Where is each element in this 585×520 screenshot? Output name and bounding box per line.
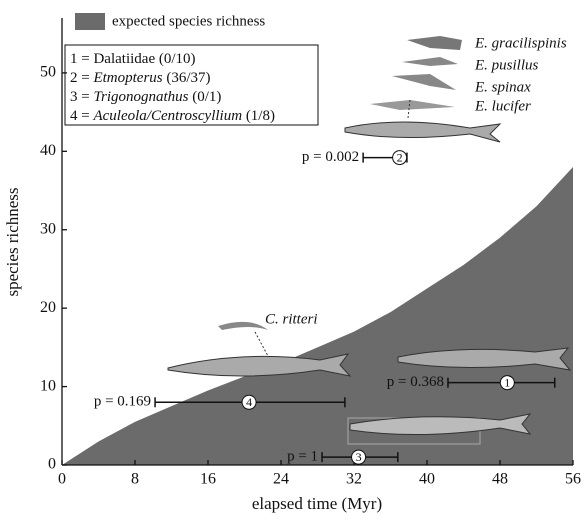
key-number: 1 = [70,51,90,67]
key-number: 4 = [70,108,90,124]
y-tick-label: 20 [40,299,56,316]
key-entry: 3 = Trigonognathus (0/1) [70,89,221,105]
key-entry: 4 = Aculeola/Centroscyllium (1/8) [70,108,275,124]
key-name: Etmopterus [92,70,162,86]
species-label: E. pusillus [474,57,539,73]
x-tick-label: 16 [200,471,216,488]
y-tick-label: 40 [40,142,56,159]
key-count: (36/37) [166,70,210,86]
interval-id: 1 [504,375,510,389]
legend-swatch [75,13,105,30]
key-box [64,44,319,126]
area [62,167,573,465]
species-label: E. gracilispinis [474,35,567,51]
x-tick-label: 32 [346,471,362,488]
p-value: p = 1 [287,449,318,465]
p-value: p = 0.368 [387,374,444,390]
species-label: E. lucifer [474,98,531,114]
interval-id: 2 [397,150,403,164]
illustrations [167,36,572,445]
key-number: 3 = [70,89,90,105]
legend-label: expected species richness [112,13,265,29]
key-name: Aculeola/Centroscyllium [92,108,242,124]
x-tick-label: 40 [419,471,435,488]
y-axis-label: species richness [3,187,22,296]
interval-id: 4 [246,395,252,409]
x-tick-label: 8 [131,471,139,488]
key-name: Trigonognathus [93,89,188,105]
interval-center [351,449,367,465]
y-tick-label: 0 [48,456,56,473]
interval-center [392,150,408,166]
x-tick-label: 48 [492,471,508,488]
interval-id: 3 [356,450,362,464]
key-count: (0/1) [192,89,221,105]
x-tick-label: 24 [273,471,289,488]
interval-center [499,375,515,391]
key-entry: 2 = Etmopterus (36/37) [70,70,211,86]
x-tick-label: 56 [565,471,581,488]
interval-center [241,394,257,410]
species-label: E. spinax [474,79,531,95]
y-tick-label: 50 [40,64,56,81]
x-axis-label: elapsed time (Myr) [252,494,382,513]
x-tick-label: 0 [58,471,66,488]
key-number: 2 = [70,70,90,86]
y-tick-label: 30 [40,220,56,237]
key-name: Dalatiidae [93,51,155,67]
species-label: C. ritteri [265,311,318,327]
y-tick-label: 10 [40,377,56,394]
p-value: p = 0.002 [302,149,359,165]
key-count: (1/8) [246,108,275,124]
p-value: p = 0.169 [94,394,151,410]
key-count: (0/10) [159,51,196,67]
key-entry: 1 = Dalatiidae (0/10) [70,51,196,67]
